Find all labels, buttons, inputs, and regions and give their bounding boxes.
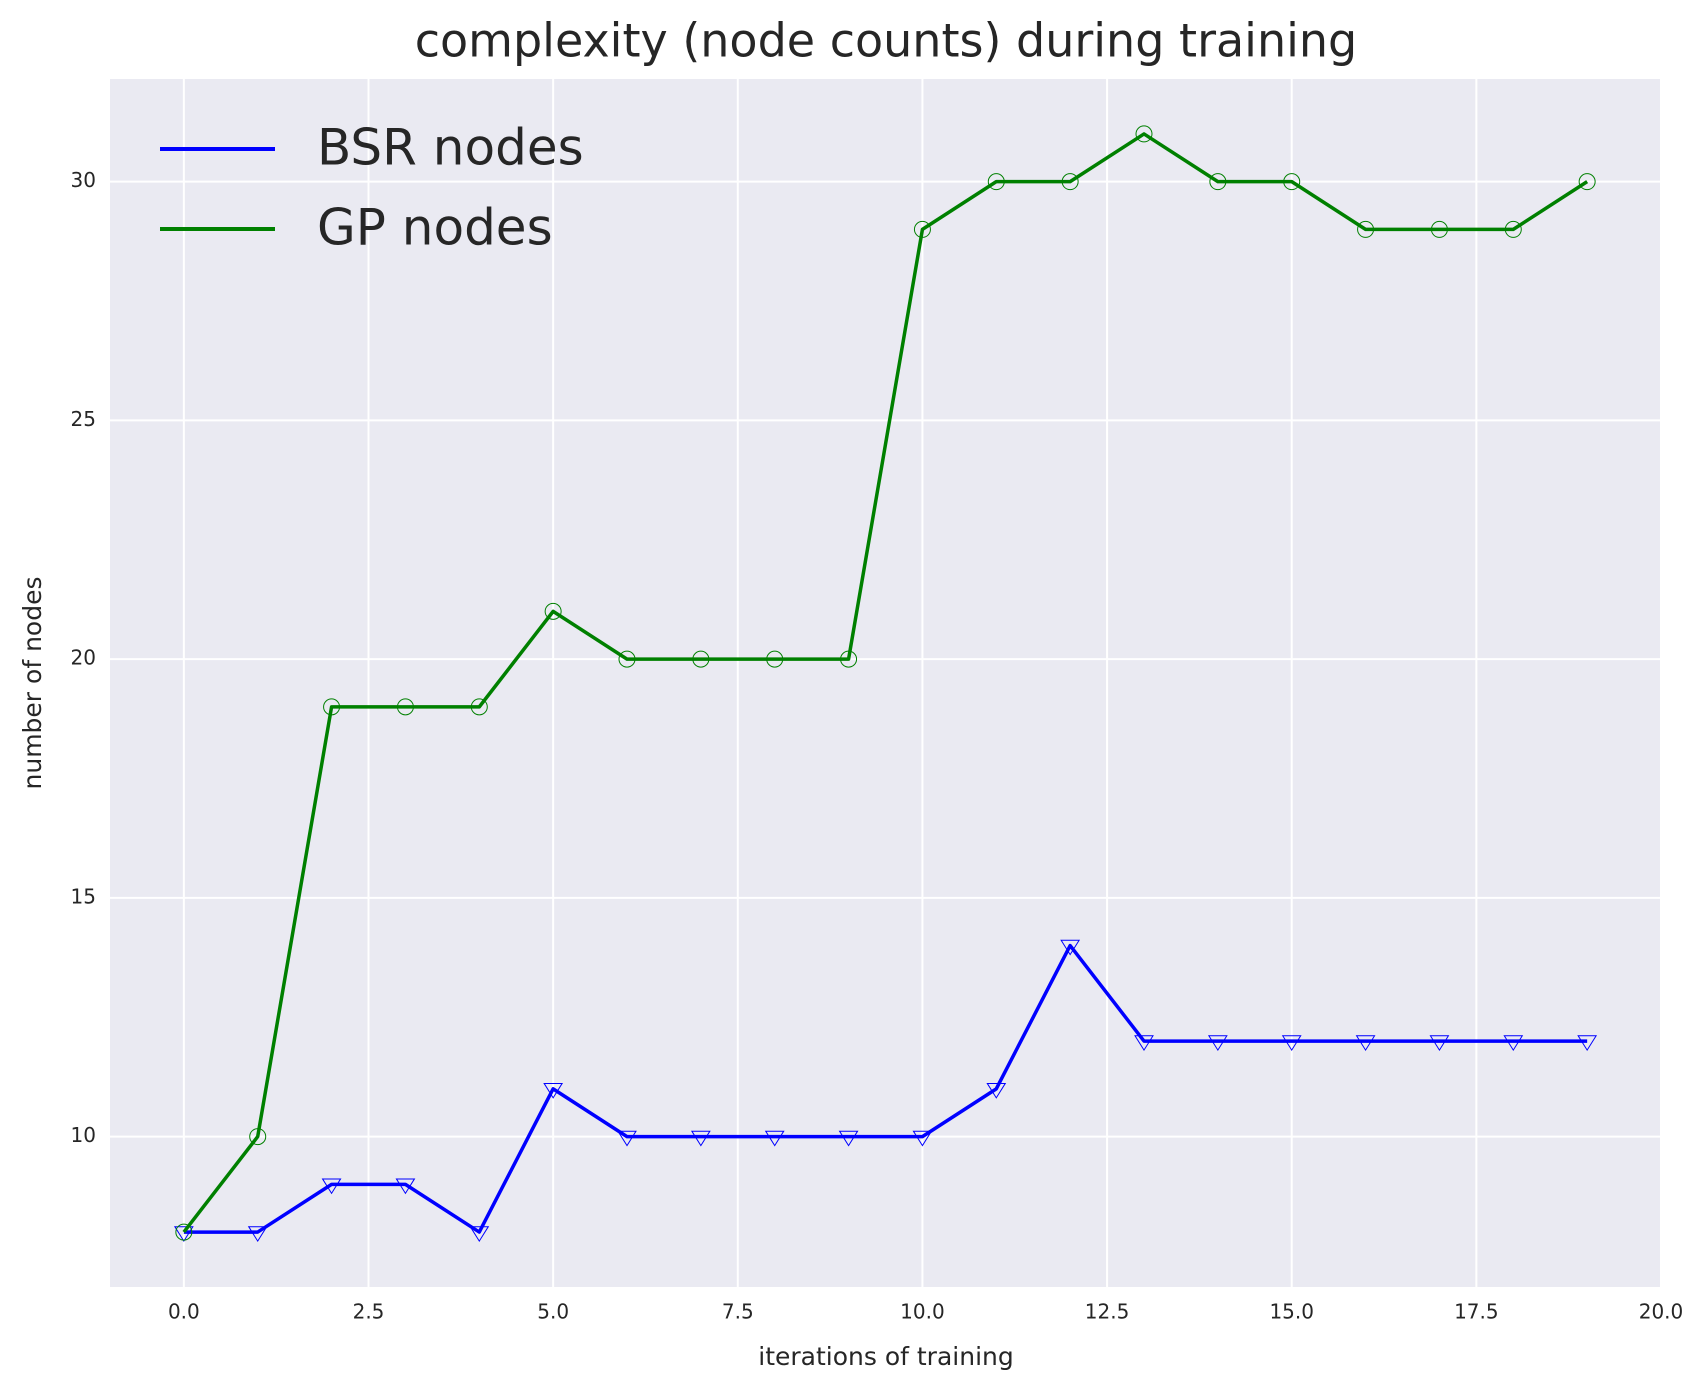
x-tick-label: 15.0 [1269, 1300, 1314, 1324]
marker [1357, 220, 1375, 238]
x-tick-label: 17.5 [1454, 1300, 1499, 1324]
marker [1060, 939, 1081, 956]
marker [690, 1130, 711, 1147]
marker [543, 1082, 564, 1099]
marker [1429, 1035, 1450, 1052]
x-tick-label: 10.0 [900, 1300, 945, 1324]
marker [544, 602, 562, 620]
marker [1209, 173, 1227, 191]
marker [1430, 220, 1448, 238]
marker [764, 1130, 785, 1147]
marker [692, 650, 710, 668]
x-tick-label: 12.5 [1085, 1300, 1130, 1324]
marker [1355, 1035, 1376, 1052]
marker [1503, 1035, 1524, 1052]
legend-label: BSR nodes [317, 119, 584, 177]
marker [618, 650, 636, 668]
marker [1504, 220, 1522, 238]
marker [912, 1130, 933, 1147]
marker [323, 698, 341, 716]
y-tick-label: 25 [71, 407, 96, 431]
x-tick-label: 2.5 [353, 1300, 385, 1324]
chart-title: complexity (node counts) during training [415, 14, 1358, 68]
marker [396, 698, 414, 716]
marker [1578, 173, 1596, 191]
marker [1061, 173, 1079, 191]
marker [1281, 1035, 1302, 1052]
marker [395, 1178, 416, 1195]
marker [987, 173, 1005, 191]
x-tick-label: 7.5 [722, 1300, 754, 1324]
marker [913, 220, 931, 238]
x-tick-label: 5.0 [537, 1300, 569, 1324]
y-tick-label: 10 [71, 1123, 96, 1147]
marker [321, 1178, 342, 1195]
marker [766, 650, 784, 668]
marker [838, 1130, 859, 1147]
x-tick-label: 20.0 [1639, 1300, 1684, 1324]
y-tick-label: 15 [71, 884, 96, 908]
marker [617, 1130, 637, 1147]
marker [1207, 1035, 1228, 1052]
y-axis-label: number of nodes [18, 577, 47, 790]
legend: BSR nodes GP nodes [160, 119, 584, 257]
marker [1577, 1035, 1598, 1052]
marker [175, 1223, 193, 1241]
marker [840, 650, 858, 668]
x-tick-label: 0.0 [168, 1300, 200, 1324]
x-axis-label: iterations of training [758, 1342, 1013, 1371]
marker [247, 1226, 268, 1243]
y-tick-label: 30 [71, 168, 96, 192]
series-line [182, 132, 1589, 1234]
marker [1134, 1035, 1154, 1052]
legend-label: GP nodes [317, 199, 553, 257]
marker [1283, 173, 1301, 191]
marker [470, 698, 488, 716]
marker [986, 1082, 1007, 1099]
plot-area [110, 79, 1661, 1287]
marker [1135, 125, 1153, 143]
marker [469, 1226, 490, 1243]
y-tick-label: 20 [71, 646, 96, 670]
marker [249, 1128, 267, 1146]
series-line [183, 943, 1588, 1234]
marker [173, 1226, 194, 1243]
